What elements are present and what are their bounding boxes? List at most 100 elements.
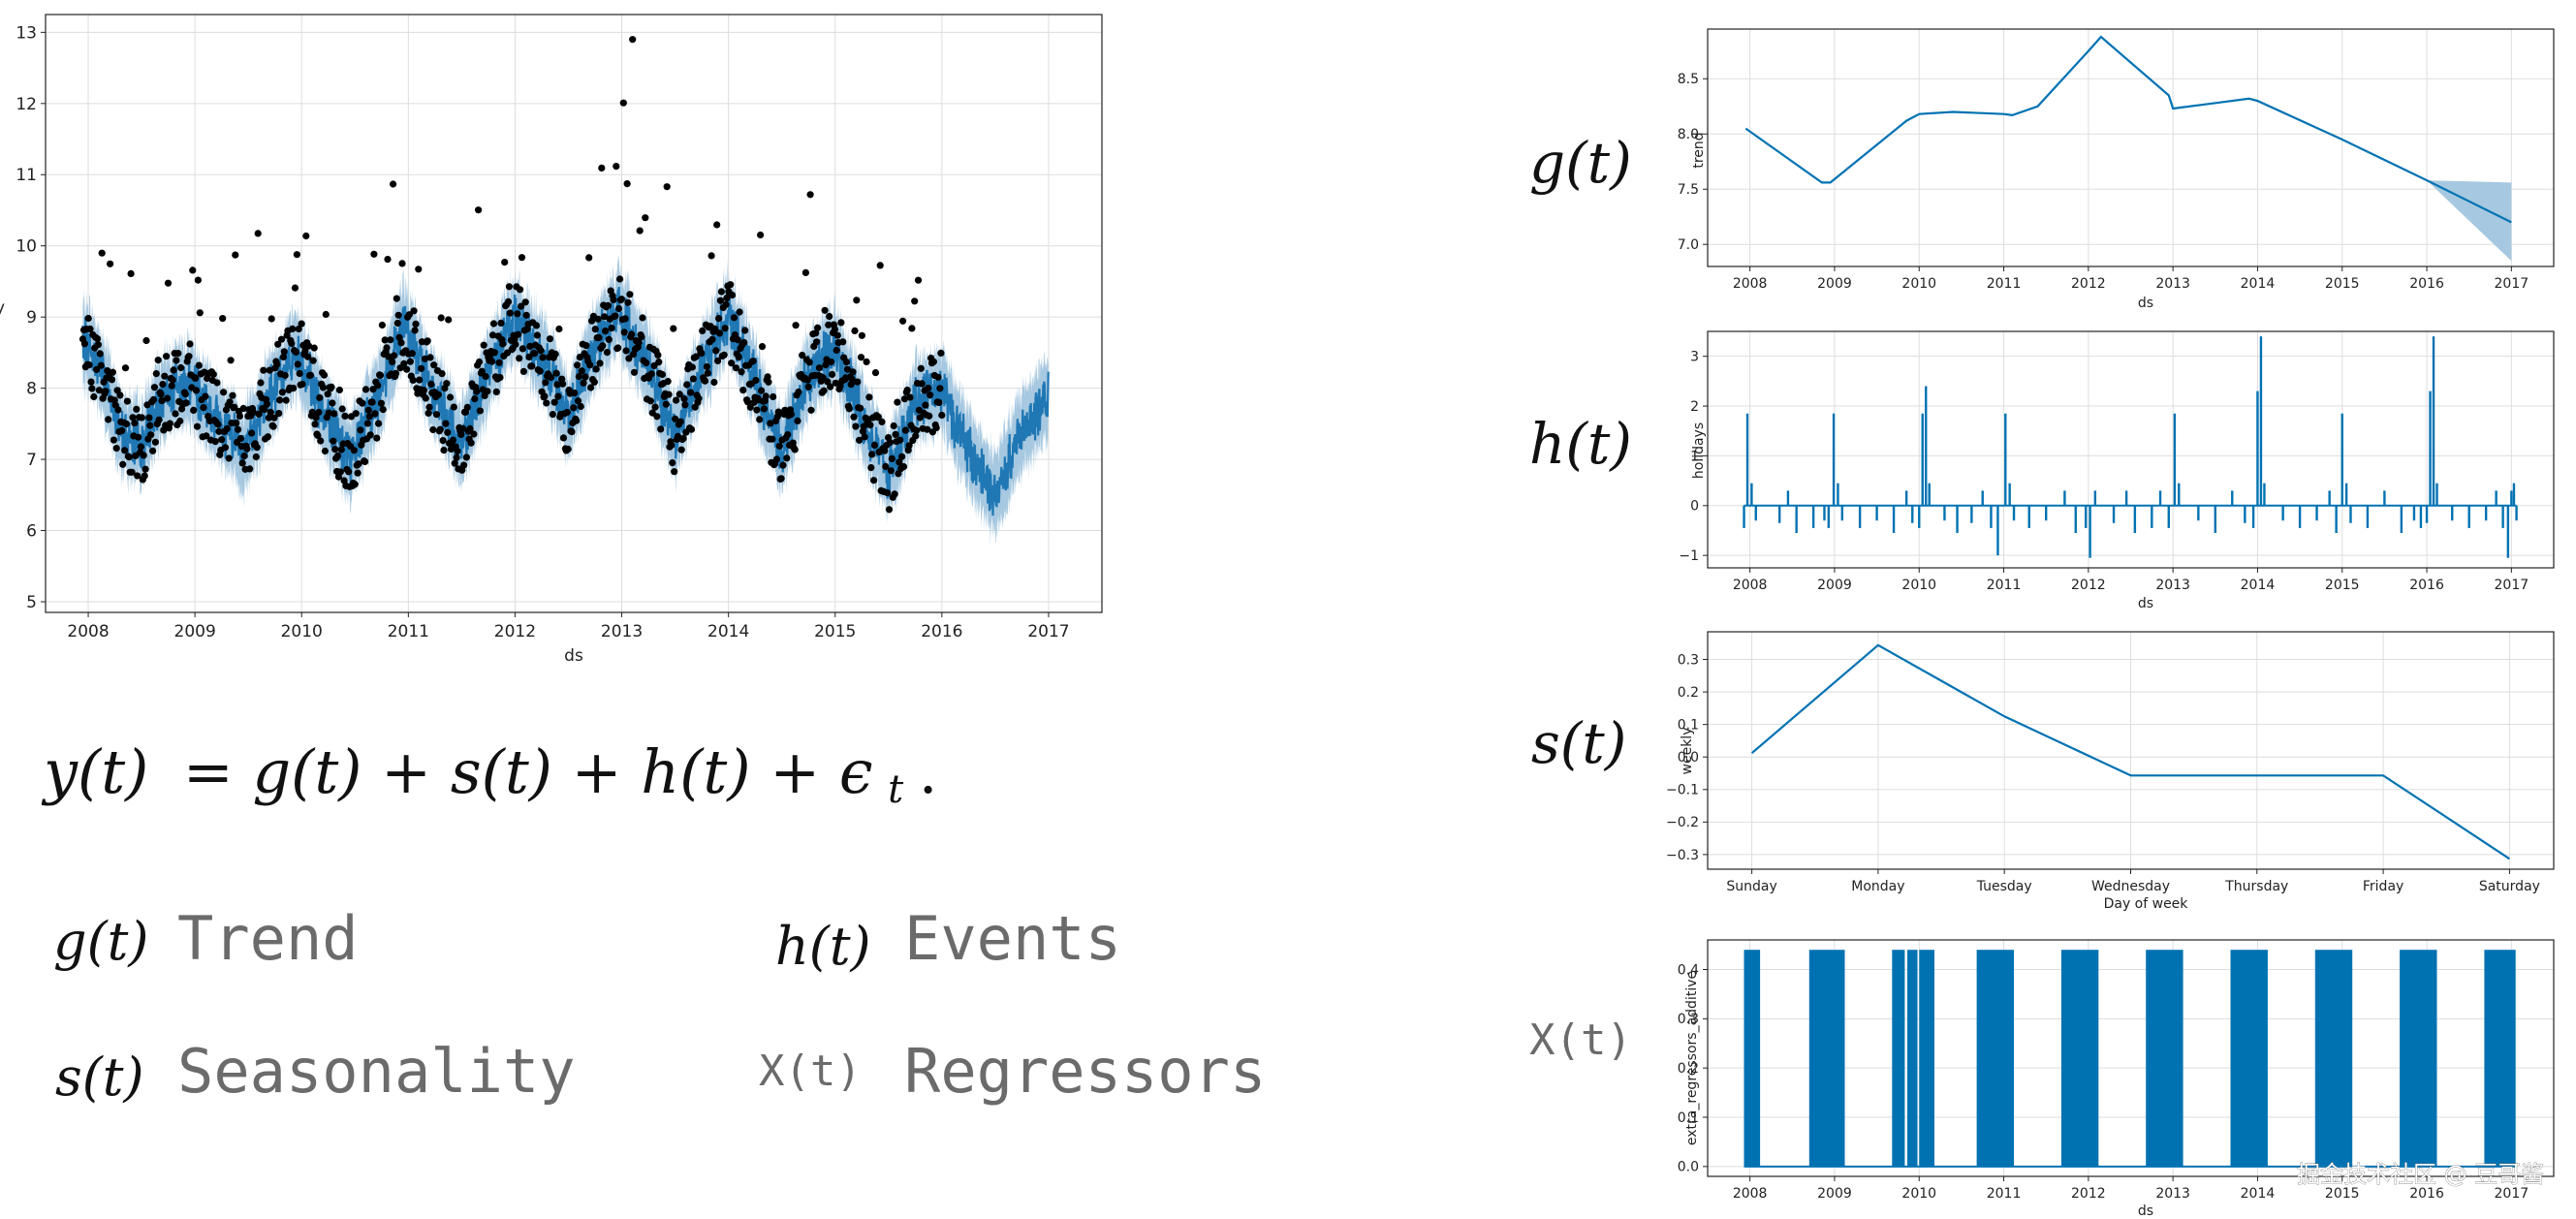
forecast-observation-point: [374, 382, 382, 390]
forecast-observation-point: [298, 320, 305, 328]
forecast-observation-point: [895, 458, 903, 466]
forecast-observation-point: [924, 425, 931, 433]
forecast-observation-point: [260, 366, 267, 374]
forecast-observation-point: [90, 392, 98, 401]
forecast-observation-point: [490, 349, 498, 357]
forecast-xtick-label: 2016: [921, 622, 962, 641]
forecast-observation-point: [672, 415, 679, 422]
forecast-observation-point: [158, 397, 166, 405]
forecast-observation-point: [418, 364, 425, 372]
forecast-observation-point: [112, 445, 120, 453]
regressors-bar: [2230, 950, 2268, 1167]
regressors-bar: [1919, 950, 1934, 1167]
forecast-observation-point: [604, 301, 613, 309]
forecast-observation-point: [263, 400, 271, 408]
forecast-observation-point: [478, 367, 486, 375]
regressors-bar: [2146, 950, 2183, 1167]
weekly-ytick-label: 0.3: [1678, 652, 1699, 668]
forecast-observation-point: [393, 295, 400, 302]
forecast-observation-point: [317, 437, 325, 445]
formula-lhs: y(t): [41, 736, 148, 807]
forecast-observation-point: [927, 391, 934, 399]
forecast-observation-point: [109, 368, 116, 376]
forecast-observation-point: [219, 315, 227, 323]
trend-xtick-label: 2010: [1901, 276, 1936, 292]
forecast-observation-point: [699, 327, 707, 334]
forecast-observation-point: [887, 467, 895, 475]
forecast-observation-point: [616, 275, 624, 283]
forecast-observation-point: [710, 378, 718, 387]
forecast-ytick-label: 12: [16, 95, 37, 114]
regressors-xtick-label: 2009: [1817, 1186, 1852, 1202]
forecast-observation-point: [293, 251, 300, 259]
forecast-observation-point: [861, 433, 868, 441]
forecast-observation-point: [715, 329, 724, 337]
forecast-observation-point: [147, 431, 155, 439]
holidays-plot-frame: [1707, 330, 2555, 569]
trend-xtick-label: 2009: [1817, 276, 1852, 292]
forecast-observation-point: [329, 399, 336, 407]
forecast-observation-point: [310, 344, 318, 352]
forecast-observation-point: [738, 368, 745, 376]
forecast-observation-point: [878, 418, 886, 425]
forecast-observation-point: [916, 414, 924, 422]
forecast-observation-point: [792, 322, 800, 329]
forecast-observation-point: [602, 328, 610, 335]
forecast-observation-point: [885, 506, 894, 514]
forecast-ytick-label: 5: [26, 593, 37, 612]
forecast-observation-point: [845, 405, 853, 413]
weekly-ytick-label: 0.2: [1678, 685, 1699, 701]
forecast-observation-point: [294, 360, 301, 368]
forecast-observation-point: [932, 423, 940, 432]
forecast-observation-point: [476, 407, 484, 415]
forecast-observation-point: [708, 335, 716, 343]
weekly-ylabel: weekly: [1680, 728, 1695, 775]
forecast-observation-point: [432, 411, 441, 419]
forecast-observation-point: [232, 251, 239, 259]
weekly-xtick-label: Friday: [2363, 879, 2403, 894]
forecast-observation-point: [192, 387, 201, 394]
forecast-observation-point: [863, 358, 870, 365]
forecast-observation-point: [901, 426, 910, 434]
forecast-observation-point: [895, 470, 902, 478]
holidays-ytick-label: −1: [1679, 548, 1699, 564]
forecast-observation-point: [281, 371, 289, 379]
forecast-observation-point: [774, 408, 782, 416]
forecast-observation-point: [714, 357, 722, 364]
forecast-observation-point: [783, 454, 791, 462]
forecast-observation-point: [453, 453, 460, 461]
forecast-observation-point: [302, 232, 310, 240]
forecast-observation-point: [722, 300, 730, 308]
forecast-observation-point: [825, 321, 832, 328]
forecast-observation-point: [408, 350, 416, 358]
forecast-observation-point: [903, 387, 911, 394]
forecast-observation-point: [801, 268, 810, 276]
forecast-observation-point: [406, 358, 414, 365]
forecast-observation-point: [866, 422, 874, 429]
regressors-xtick-label: 2012: [2071, 1186, 2106, 1202]
trend-xtick-label: 2012: [2071, 276, 2106, 292]
forecast-observation-point: [364, 406, 372, 414]
forecast-observation-point: [172, 410, 179, 418]
forecast-observation-point: [769, 435, 776, 443]
forecast-observation-point: [888, 454, 895, 462]
forecast-observation-point: [613, 163, 620, 171]
holidays-xlabel: ds: [2138, 596, 2153, 611]
forecast-observation-point: [664, 378, 672, 386]
forecast-observation-point: [595, 333, 603, 341]
forecast-observation-point: [570, 404, 578, 412]
forecast-observation-point: [253, 444, 261, 452]
forecast-observation-point: [429, 425, 437, 434]
forecast-observation-point: [223, 424, 231, 432]
regressors-ytick-label: 0.4: [1678, 962, 1699, 978]
forecast-observation-point: [574, 361, 581, 369]
legend-label-regressors: Regressors: [904, 1036, 1266, 1107]
forecast-observation-point: [359, 399, 366, 407]
forecast-observation-point: [568, 428, 576, 436]
forecast-observation-point: [539, 354, 547, 361]
weekly-ytick-label: −0.2: [1666, 815, 1699, 830]
forecast-observation-point: [240, 453, 248, 460]
forecast-observation-point: [246, 465, 254, 473]
forecast-observation-point: [381, 336, 389, 344]
